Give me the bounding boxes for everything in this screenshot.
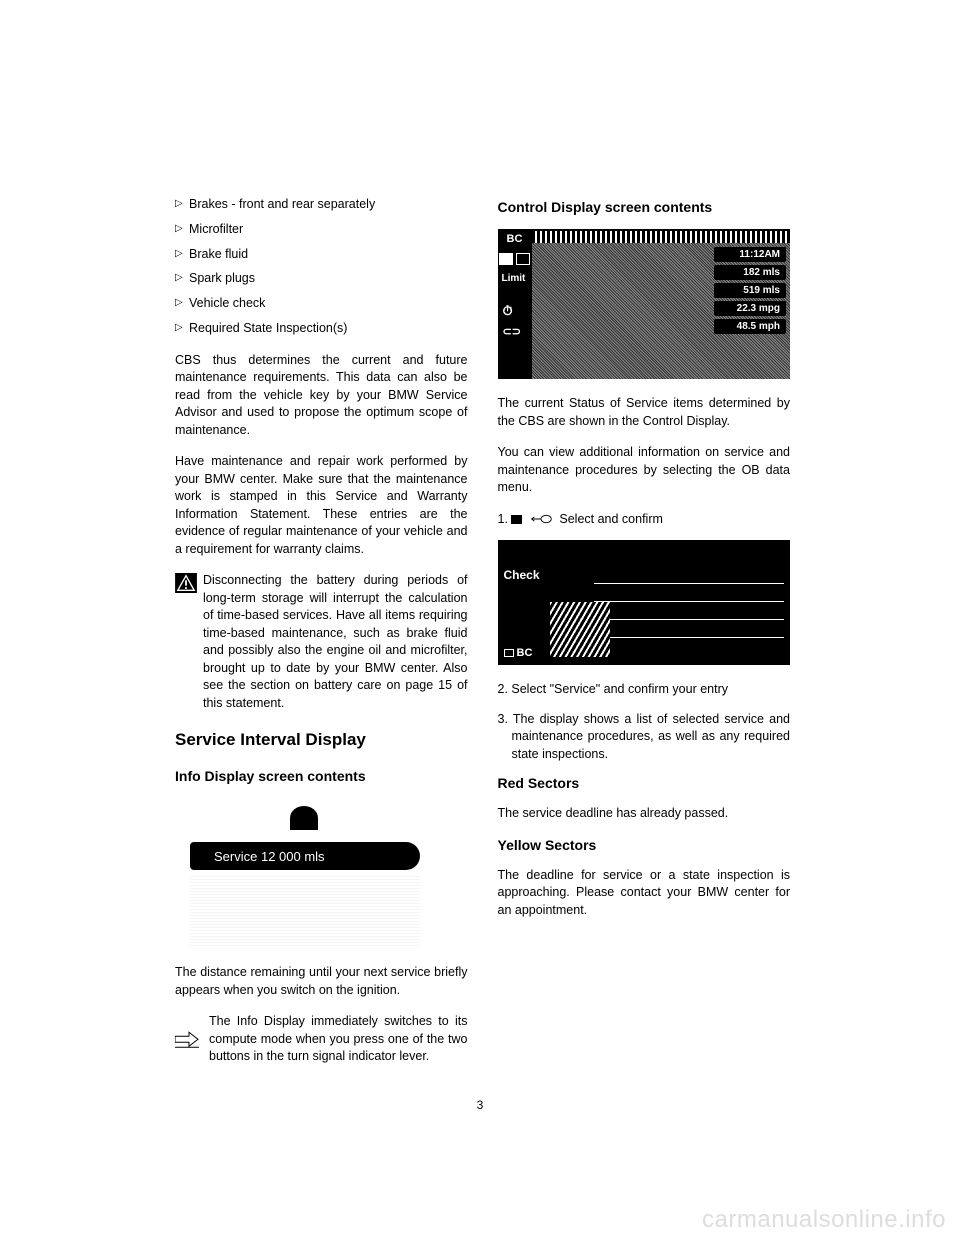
list-item: Brake fluid [175, 245, 468, 264]
list-item: Required State Inspection(s) [175, 319, 468, 338]
tip-icon [175, 1015, 199, 1066]
gauge-icon [290, 806, 318, 830]
tip-block: The Info Display immediately switches to… [175, 1013, 468, 1066]
step-1: 1. Select and confirm [498, 511, 791, 529]
check-label: Check [504, 568, 540, 582]
warning-text: Disconnecting the battery during periods… [203, 572, 468, 712]
bc-small-icon [504, 649, 514, 657]
check-line [594, 566, 784, 584]
control-display-screen: BC Limit ⏱ ⊂⊃ 11:12AM 182 mls 519 mls 22… [498, 229, 791, 379]
check-line [594, 602, 784, 620]
step-3: 3. The display shows a list of selected … [498, 711, 791, 764]
page-number: 3 [0, 1098, 960, 1112]
step1-prefix: 1. [498, 512, 508, 526]
step-2: 2. Select "Service" and confirm your ent… [498, 681, 791, 699]
list-item: Spark plugs [175, 269, 468, 288]
cd-mls1: 182 mls [714, 265, 786, 280]
step1-text: Select and confirm [559, 512, 663, 526]
info-display-heading: Info Display screen contents [175, 768, 468, 784]
clock-icon: ⏱ [503, 303, 513, 319]
check-bc-label: BC [517, 647, 533, 659]
info-display-screen: Service 12 000 mls [175, 798, 445, 948]
warning-block: Disconnecting the battery during periods… [175, 572, 468, 712]
limit-label: Limit [502, 273, 526, 284]
check-display-figure: Check BC [498, 540, 791, 665]
feature-list: Brakes - front and rear separately Micro… [175, 195, 468, 338]
menu-icon [511, 515, 522, 524]
cd-time: 11:12AM [714, 247, 786, 262]
check-bc: BC [504, 647, 533, 659]
cd-mph: 48.5 mph [714, 319, 786, 334]
right-column: Control Display screen contents BC Limit… [498, 195, 791, 1080]
tip-text: The Info Display immediately switches to… [209, 1013, 468, 1066]
info-icon [516, 253, 530, 265]
watermark: carmanualsonline.info [702, 1206, 946, 1234]
check-hatch [550, 602, 610, 657]
warning-icon [175, 573, 197, 593]
list-item: Vehicle check [175, 294, 468, 313]
bc-label: BC [507, 233, 523, 245]
control-display-values: 11:12AM 182 mls 519 mls 22.3 mpg 48.5 mp… [714, 247, 786, 334]
check-lines [594, 566, 784, 638]
top-hatch [532, 231, 791, 243]
cbs-paragraph: CBS thus determines the current and futu… [175, 352, 468, 440]
cd-mpg: 22.3 mpg [714, 301, 786, 316]
check-display-screen: Check BC [498, 540, 791, 665]
distance-paragraph: The distance remaining until your next s… [175, 964, 468, 999]
check-line [594, 620, 784, 638]
cd-mls2: 519 mls [714, 283, 786, 298]
yellow-sectors-paragraph: The deadline for service or a state insp… [498, 867, 791, 920]
arrow-icon [530, 514, 552, 524]
red-sectors-heading: Red Sectors [498, 775, 791, 791]
list-item: Microfilter [175, 220, 468, 239]
texture [190, 876, 420, 946]
control-display-heading: Control Display screen contents [498, 199, 791, 215]
ob-data-paragraph: You can view additional information on s… [498, 444, 791, 497]
service-bar: Service 12 000 mls [190, 842, 420, 870]
check-line [594, 584, 784, 602]
service-interval-heading: Service Interval Display [175, 730, 468, 750]
status-paragraph: The current Status of Service items dete… [498, 395, 791, 430]
page-content: Brakes - front and rear separately Micro… [0, 0, 960, 1080]
yellow-sectors-heading: Yellow Sectors [498, 837, 791, 853]
red-sectors-paragraph: The service deadline has already passed. [498, 805, 791, 823]
control-display-figure: BC Limit ⏱ ⊂⊃ 11:12AM 182 mls 519 mls 22… [498, 229, 791, 379]
link-icon: ⊂⊃ [503, 325, 521, 338]
info-display-figure: Service 12 000 mls [175, 798, 468, 948]
bc-icon [499, 253, 513, 265]
maintenance-paragraph: Have maintenance and repair work perform… [175, 453, 468, 558]
list-item: Brakes - front and rear separately [175, 195, 468, 214]
left-column: Brakes - front and rear separately Micro… [175, 195, 468, 1080]
